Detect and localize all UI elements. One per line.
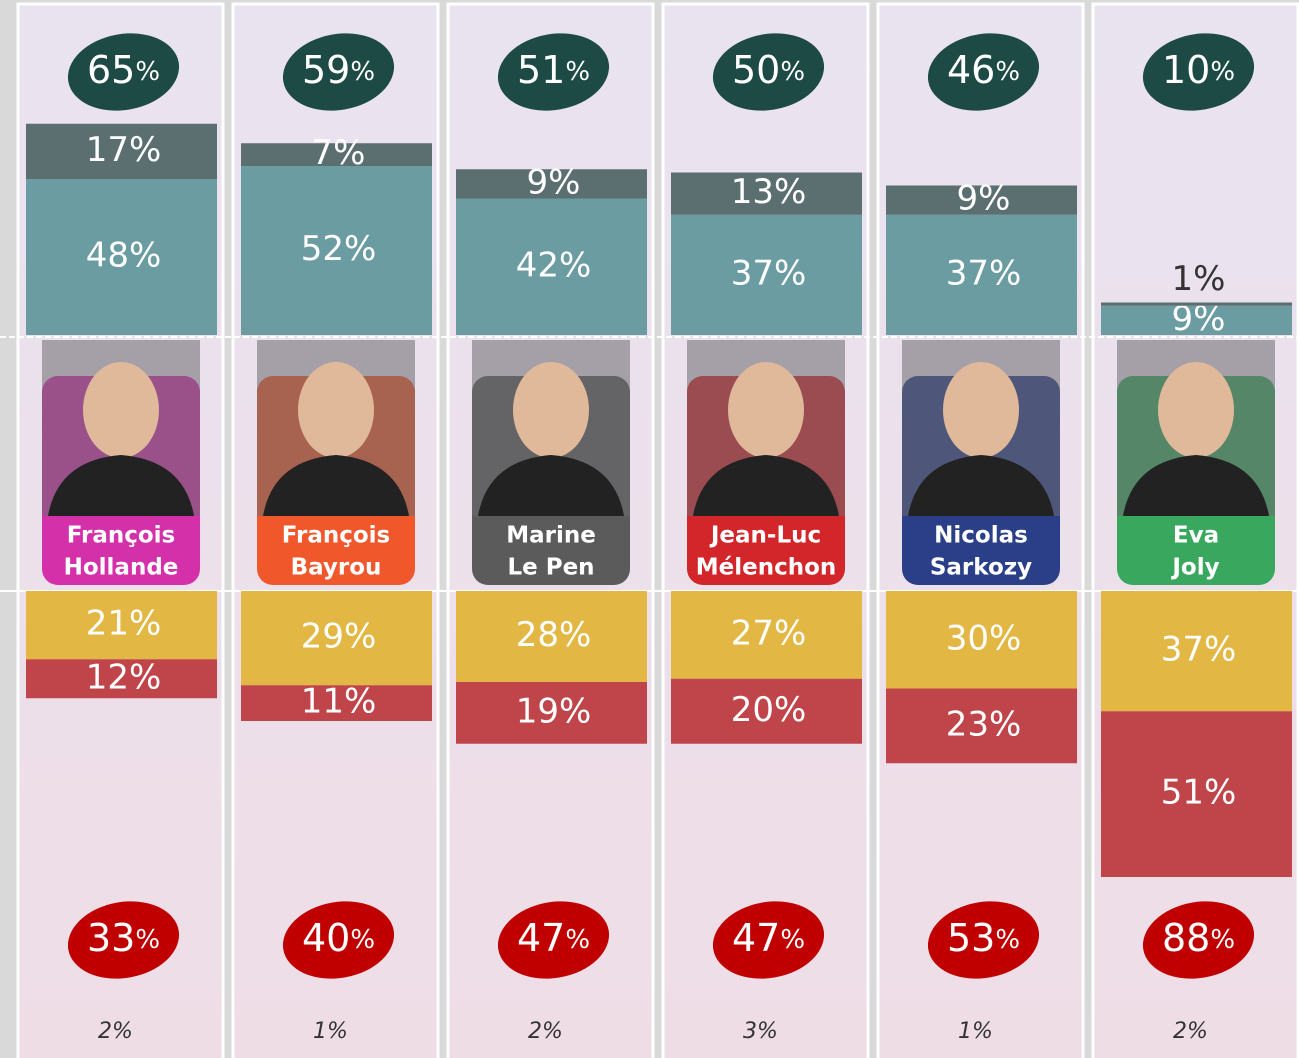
negative-total-value: 47 <box>517 916 565 960</box>
positive-total-unit: % <box>995 57 1020 87</box>
negative-total-value: 53 <box>947 916 995 960</box>
bar-label: 42% <box>516 245 592 285</box>
bar-label: 19% <box>516 691 592 731</box>
candidate-name: Mélenchon <box>696 555 837 581</box>
bar-label: 28% <box>516 615 592 655</box>
photo-head <box>1158 362 1234 458</box>
photo-head <box>83 362 159 458</box>
photo-head <box>728 362 804 458</box>
no-answer: 3% <box>743 1019 778 1044</box>
no-answer: 2% <box>98 1019 133 1044</box>
negative-total-unit: % <box>135 925 160 955</box>
bar-label: 27% <box>731 613 807 653</box>
photo-head <box>943 362 1019 458</box>
bar-label: 9% <box>957 179 1011 219</box>
candidate-name: Sarkozy <box>930 555 1032 581</box>
no-answer: 1% <box>958 1019 993 1044</box>
negative-total-value: 88 <box>1162 916 1210 960</box>
bar-label: 1% <box>1172 259 1226 299</box>
bar-label: 20% <box>731 690 807 730</box>
no-answer: 1% <box>313 1019 348 1044</box>
photo-head <box>298 362 374 458</box>
positive-total-value: 46 <box>947 48 995 92</box>
bar-label: 17% <box>86 130 162 170</box>
negative-total-unit: % <box>565 925 590 955</box>
bar-label: 9% <box>527 162 581 202</box>
positive-total-value: 50 <box>732 48 780 92</box>
candidate-name: Nicolas <box>934 523 1028 549</box>
bar-label: 21% <box>86 604 162 644</box>
chart: 65%33%48%17%21%12%FrançoisHollande2%59%4… <box>0 0 1299 1058</box>
bar-label: 37% <box>731 253 807 293</box>
negative-total-unit: % <box>780 925 805 955</box>
positive-total-unit: % <box>350 57 375 87</box>
bar-label: 7% <box>312 133 366 173</box>
negative-total-value: 33 <box>87 916 135 960</box>
negative-total-value: 47 <box>732 916 780 960</box>
bar-label: 37% <box>1161 630 1237 670</box>
negative-total-value: 40 <box>302 916 350 960</box>
bar-label: 23% <box>946 704 1022 744</box>
positive-total-value: 59 <box>302 48 350 92</box>
bar-label: 30% <box>946 618 1022 658</box>
candidate-name: François <box>67 523 176 549</box>
positive-total-unit: % <box>135 57 160 87</box>
positive-total-unit: % <box>780 57 805 87</box>
candidate-name: Bayrou <box>291 555 382 581</box>
bar-label: 37% <box>946 253 1022 293</box>
photo-head <box>513 362 589 458</box>
negative-total-unit: % <box>1210 925 1235 955</box>
candidate-name: Eva <box>1173 523 1219 549</box>
bar-label: 11% <box>301 682 377 722</box>
candidate-name: Jean-Luc <box>709 523 821 549</box>
positive-total-unit: % <box>565 57 590 87</box>
bar-label: 29% <box>301 617 377 657</box>
positive-total-unit: % <box>1210 57 1235 87</box>
negative-total-unit: % <box>995 925 1020 955</box>
bar-label: 13% <box>731 172 807 212</box>
negative-total-unit: % <box>350 925 375 955</box>
candidate-name: Joly <box>1170 555 1219 581</box>
positive-total-value: 10 <box>1162 48 1210 92</box>
bar-label: 51% <box>1161 773 1237 813</box>
no-answer: 2% <box>528 1019 563 1044</box>
bar-label: 12% <box>86 657 162 697</box>
positive-total-value: 51 <box>517 48 565 92</box>
candidate-name: François <box>282 523 391 549</box>
no-answer: 2% <box>1173 1019 1208 1044</box>
positive-total-value: 65 <box>87 48 135 92</box>
candidate-name: Hollande <box>64 555 179 581</box>
bar-label: 52% <box>301 229 377 269</box>
bar-label: 48% <box>86 236 162 276</box>
candidate-name: Le Pen <box>507 555 594 581</box>
bar-segment <box>1101 303 1292 306</box>
candidate-name: Marine <box>506 523 596 549</box>
